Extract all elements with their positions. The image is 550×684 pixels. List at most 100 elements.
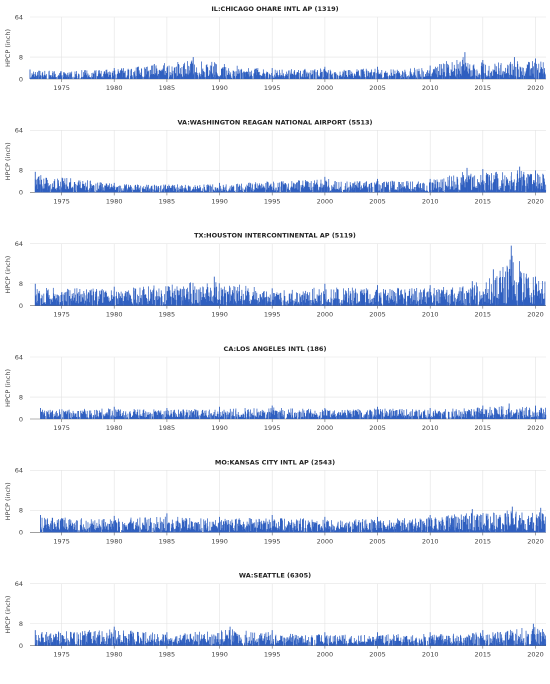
x-tick-label: 1990 bbox=[211, 197, 228, 205]
chart-title: IL:CHICAGO OHARE INTL AP (1319) bbox=[211, 5, 338, 13]
x-tick-label: 1975 bbox=[53, 651, 70, 659]
y-axis-label: HPCP (inch) bbox=[4, 596, 12, 634]
x-tick-label: 1980 bbox=[106, 537, 123, 545]
x-tick-label: 1995 bbox=[264, 197, 281, 205]
x-tick-label: 2010 bbox=[422, 537, 439, 545]
x-tick-label: 2000 bbox=[317, 537, 334, 545]
x-tick-label: 2015 bbox=[475, 651, 492, 659]
chart-panel-4: CA:LOS ANGELES INTL (186) HPCP (inch) 0 8 64… bbox=[4, 345, 547, 432]
chart-panel-3: TX:HOUSTON INTERCONTINENTAL AP (5119) HPC… bbox=[4, 232, 546, 319]
y-tick-label: 64 bbox=[15, 13, 23, 21]
x-tick-label: 1995 bbox=[264, 424, 281, 432]
chart-title: VA:WASHINGTON REAGAN NATIONAL AIRPORT (5… bbox=[177, 118, 372, 126]
y-axis-label: HPCP (inch) bbox=[4, 29, 12, 67]
y-tick-label: 64 bbox=[15, 240, 23, 248]
y-tick-label: 8 bbox=[19, 280, 23, 288]
x-tick-label: 1980 bbox=[106, 311, 123, 319]
x-tick-label: 1975 bbox=[53, 197, 70, 205]
y-tick-label: 64 bbox=[15, 353, 23, 361]
x-tick-label: 2010 bbox=[422, 84, 439, 92]
x-tick-label: 1990 bbox=[211, 537, 228, 545]
x-tick-label: 1980 bbox=[106, 424, 123, 432]
x-tick-label: 1990 bbox=[211, 84, 228, 92]
x-tick-label: 2005 bbox=[369, 424, 386, 432]
x-tick-label: 2020 bbox=[527, 311, 544, 319]
x-tick-label: 2015 bbox=[475, 537, 492, 545]
x-tick-label: 2005 bbox=[369, 537, 386, 545]
chart-panel-5: MO:KANSAS CITY INTL AP (2543) HPCP (inch)… bbox=[4, 458, 546, 545]
x-tick-label: 2010 bbox=[422, 651, 439, 659]
y-tick-label: 8 bbox=[19, 620, 23, 628]
y-tick-label: 64 bbox=[15, 127, 23, 135]
y-tick-label: 64 bbox=[15, 580, 23, 588]
x-tick-label: 2000 bbox=[317, 197, 334, 205]
x-tick-label: 2020 bbox=[527, 537, 544, 545]
x-tick-label: 1980 bbox=[106, 84, 123, 92]
y-tick-label: 0 bbox=[19, 415, 23, 423]
series-bars bbox=[35, 627, 547, 646]
y-tick-label: 8 bbox=[19, 53, 23, 61]
x-tick-label: 2020 bbox=[527, 424, 544, 432]
y-axis-label: HPCP (inch) bbox=[4, 482, 12, 520]
x-tick-label: 2015 bbox=[475, 311, 492, 319]
x-tick-label: 1985 bbox=[159, 651, 176, 659]
x-tick-label: 1995 bbox=[264, 84, 281, 92]
y-tick-label: 0 bbox=[19, 75, 23, 83]
chart-title: TX:HOUSTON INTERCONTINENTAL AP (5119) bbox=[194, 232, 356, 240]
x-tick-label: 2000 bbox=[317, 424, 334, 432]
x-tick-label: 1975 bbox=[53, 537, 70, 545]
chart-panel-1: IL:CHICAGO OHARE INTL AP (1319) HPCP (inc… bbox=[4, 5, 546, 92]
x-tick-label: 1980 bbox=[106, 197, 123, 205]
y-tick-label: 8 bbox=[19, 393, 23, 401]
chart-panel-2: VA:WASHINGTON REAGAN NATIONAL AIRPORT (5… bbox=[4, 118, 547, 205]
x-tick-label: 2010 bbox=[422, 197, 439, 205]
x-tick-label: 1985 bbox=[159, 424, 176, 432]
x-tick-label: 1975 bbox=[53, 84, 70, 92]
y-tick-label: 8 bbox=[19, 507, 23, 515]
x-tick-label: 1985 bbox=[159, 311, 176, 319]
x-tick-label: 1985 bbox=[159, 537, 176, 545]
x-tick-label: 2005 bbox=[369, 197, 386, 205]
y-tick-label: 64 bbox=[15, 467, 23, 475]
chart-title: WA:SEATTLE (6305) bbox=[239, 572, 311, 580]
y-axis-label: HPCP (inch) bbox=[4, 142, 12, 180]
series-bars bbox=[40, 510, 546, 533]
x-tick-label: 1995 bbox=[264, 651, 281, 659]
x-tick-label: 2010 bbox=[422, 424, 439, 432]
y-axis-label: HPCP (inch) bbox=[4, 256, 12, 294]
y-tick-label: 8 bbox=[19, 167, 23, 175]
x-tick-label: 2020 bbox=[527, 84, 544, 92]
x-tick-label: 2020 bbox=[527, 197, 544, 205]
x-tick-label: 1985 bbox=[159, 197, 176, 205]
x-tick-label: 1980 bbox=[106, 651, 123, 659]
chart-panel-6: WA:SEATTLE (6305) HPCP (inch) 0 8 64 1975 1980… bbox=[4, 572, 547, 659]
x-tick-label: 1975 bbox=[53, 311, 70, 319]
series-bars bbox=[40, 406, 547, 419]
y-tick-label: 0 bbox=[19, 189, 23, 197]
x-tick-label: 2010 bbox=[422, 311, 439, 319]
x-tick-label: 2005 bbox=[369, 651, 386, 659]
y-tick-label: 0 bbox=[19, 529, 23, 537]
x-tick-label: 1990 bbox=[211, 424, 228, 432]
x-tick-label: 2000 bbox=[317, 84, 334, 92]
x-tick-label: 1990 bbox=[211, 311, 228, 319]
series-bars bbox=[34, 170, 547, 193]
x-tick-label: 1990 bbox=[211, 651, 228, 659]
series-bars bbox=[30, 57, 546, 79]
x-tick-label: 2005 bbox=[369, 84, 386, 92]
x-tick-label: 2000 bbox=[317, 651, 334, 659]
series-bars bbox=[34, 255, 546, 306]
x-tick-label: 1995 bbox=[264, 537, 281, 545]
x-tick-label: 2015 bbox=[475, 197, 492, 205]
y-tick-label: 0 bbox=[19, 642, 23, 650]
x-tick-label: 2000 bbox=[317, 311, 334, 319]
x-tick-label: 2015 bbox=[475, 84, 492, 92]
y-tick-label: 0 bbox=[19, 302, 23, 310]
x-tick-label: 1995 bbox=[264, 311, 281, 319]
chart-title: CA:LOS ANGELES INTL (186) bbox=[224, 345, 327, 353]
x-tick-label: 2020 bbox=[527, 651, 544, 659]
chart-title: MO:KANSAS CITY INTL AP (2543) bbox=[215, 458, 335, 466]
x-tick-label: 2005 bbox=[369, 311, 386, 319]
